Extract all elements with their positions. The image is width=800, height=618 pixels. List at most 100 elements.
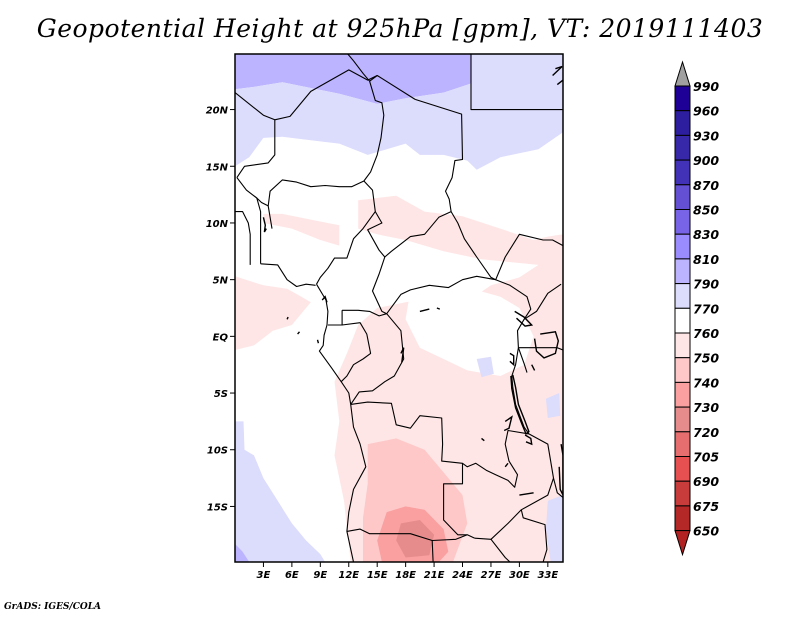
border-line (316, 283, 352, 405)
field-region-tanzania-blue-patch (545, 393, 561, 418)
border-line (518, 347, 563, 351)
colorbar-bin (674, 283, 691, 309)
water-outline (533, 331, 560, 359)
latitude-axis: 20N 15N 10N 5N EQ 5S 10S 15S (206, 106, 235, 513)
border-line (267, 205, 273, 229)
border-line (517, 347, 528, 373)
border-line (363, 81, 385, 182)
lon-tick-label: 24E (452, 570, 473, 581)
field-region-sw-ocean-deeper (235, 543, 250, 562)
water-outline (262, 217, 267, 233)
border-line (511, 347, 530, 435)
water-outline (524, 434, 533, 446)
field-region-west-coast-pink (235, 276, 311, 350)
water-outline (509, 352, 515, 367)
colorbar-bin (674, 431, 691, 457)
border-line (350, 313, 405, 405)
water-outline (321, 295, 328, 303)
water-outline (436, 307, 441, 310)
colorbar-bin (674, 357, 691, 383)
colorbar-bin (674, 307, 691, 334)
border-line (347, 54, 378, 82)
border-line (414, 98, 464, 212)
colorbar-label: 690 (693, 474, 719, 489)
colorbar-bin (674, 332, 691, 359)
colorbar-bin (674, 85, 691, 112)
lat-tick-label: 10S (207, 446, 228, 457)
border-line (235, 92, 276, 178)
colorbar-label: 770 (693, 301, 719, 316)
colorbar-bin (674, 110, 691, 136)
border-line (470, 54, 563, 111)
lat-tick-label: 20N (206, 106, 229, 117)
colorbar-bin (674, 480, 691, 507)
colorbar-label: 705 (693, 450, 719, 465)
field-region-mozambique-blue (545, 495, 563, 562)
border-line (474, 433, 555, 540)
field-region-sahara-north-high (235, 54, 471, 104)
colorbar-label: 750 (693, 351, 719, 366)
colorbar-label: 990 (693, 79, 719, 94)
lon-tick-label: 6E (285, 570, 299, 581)
border-line (462, 429, 529, 488)
longitude-axis: 3E 6E 9E 12E 15E 18E 21E 24E 27E 30E 33E (257, 562, 558, 581)
colorbar-label: 740 (693, 375, 719, 390)
border-line (316, 180, 376, 285)
border-line (520, 509, 548, 562)
lon-tick-label: 21E (424, 570, 445, 581)
border-line (256, 197, 262, 264)
map-frame (234, 53, 564, 563)
colorbar-label: 930 (693, 128, 719, 143)
lon-tick-label: 27E (481, 570, 502, 581)
lon-tick-label: 9E (313, 570, 327, 581)
lon-tick-label: 12E (338, 570, 359, 581)
border-line (523, 283, 562, 320)
colorbar-bin (674, 159, 691, 186)
colorbar-bin (674, 381, 691, 408)
border-line (490, 538, 511, 562)
colorbar-label: 870 (693, 178, 719, 193)
colorbar-label: 650 (693, 524, 719, 539)
lon-tick-label: 30E (509, 570, 530, 581)
lat-tick-label: 5N (213, 276, 229, 287)
field-region-sw-ocean-blue (235, 421, 326, 562)
lat-tick-label: EQ (213, 332, 229, 343)
water-outline (552, 65, 563, 77)
colorbar-legend: 990 960 930 900 870 850 830 810 790 770 760 750 740 7… (674, 60, 719, 557)
colorbar-bin (674, 184, 691, 211)
border-line (267, 179, 365, 206)
water-outline (286, 316, 289, 320)
border-line (235, 211, 251, 265)
water-outline (556, 79, 563, 86)
lon-tick-label: 3E (257, 570, 271, 581)
lat-tick-label: 15N (206, 162, 229, 173)
colorbar-bottom-arrow (674, 530, 691, 557)
water-outline (514, 310, 534, 327)
lon-tick-label: 15E (367, 570, 388, 581)
lon-tick-label: 18E (395, 570, 416, 581)
border-line (342, 309, 387, 317)
colorbar-label: 900 (693, 153, 719, 168)
colorbar-label: 675 (693, 499, 719, 514)
colorbar-label: 730 (693, 400, 719, 415)
water-outline (503, 415, 513, 432)
colorbar-label: 720 (693, 425, 719, 440)
colorbar-top-arrow (674, 60, 691, 87)
water-outline (316, 339, 320, 344)
grads-credit: GrADS: IGES/COLA (4, 602, 102, 612)
water-outline (297, 331, 301, 335)
water-outline (481, 437, 485, 442)
colorbar-bin (674, 456, 691, 482)
colorbar-label: 790 (693, 277, 719, 292)
lon-tick-label: 33E (537, 570, 558, 581)
border-line (260, 263, 316, 288)
shaded-field-layer (235, 54, 563, 562)
border-line (431, 540, 434, 562)
colorbar-bin (674, 406, 691, 433)
lat-tick-label: 10N (206, 219, 229, 230)
border-line (367, 211, 496, 281)
lat-tick-label: 5S (214, 389, 228, 400)
colorbar-bin (674, 258, 691, 285)
water-outline (504, 462, 509, 468)
